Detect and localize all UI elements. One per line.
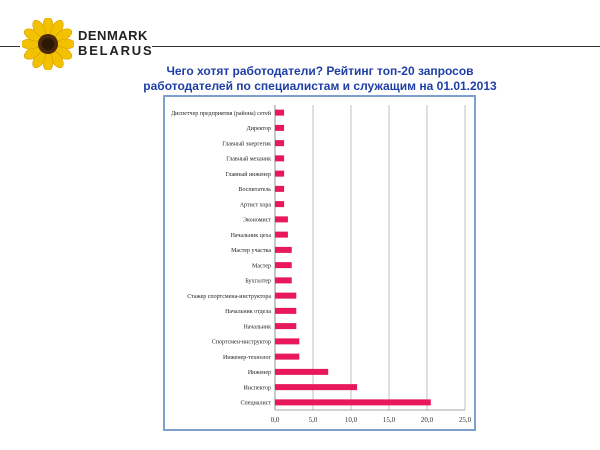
bar: [275, 216, 288, 223]
bar: [275, 307, 297, 314]
brand-belarus: BELARUS: [78, 43, 154, 58]
bar: [275, 262, 292, 269]
sunflower-logo: [22, 18, 74, 70]
category-label: Стажер спортсмена-инструктора: [187, 294, 271, 300]
x-tick-label: 20,0: [421, 416, 434, 424]
category-label: Мастер: [252, 263, 271, 269]
title-line-2: работодателей по специалистам и служащим…: [143, 79, 497, 93]
category-label: Инспектор: [244, 385, 271, 391]
category-label: Директор: [247, 126, 271, 132]
category-label: Мастер участка: [231, 248, 271, 254]
bar: [275, 109, 285, 116]
category-label: Начальник: [243, 324, 271, 330]
bar: [275, 246, 292, 253]
category-label: Инженер: [248, 370, 271, 376]
category-label: Диспетчер предприятия (района) сетей: [171, 110, 272, 117]
bar: [275, 368, 329, 375]
category-label: Бухгалтер: [245, 279, 271, 285]
category-label: Спортсмен-инструктор: [212, 340, 271, 346]
category-label: Специалист: [240, 401, 271, 407]
bar: [275, 124, 285, 131]
category-label: Экономист: [243, 218, 271, 224]
category-label: Главный энергетик: [222, 140, 271, 147]
category-label: Главный механик: [226, 156, 271, 163]
bar: [275, 170, 285, 177]
bar: [275, 277, 292, 284]
category-label: Начальник цеха: [231, 233, 272, 239]
page-title: Чего хотят работодатели? Рейтинг топ-20 …: [120, 64, 520, 94]
x-tick-label: 15,0: [383, 416, 396, 424]
category-label: Главный инженер: [226, 171, 272, 178]
bar: [275, 231, 288, 238]
x-tick-label: 5,0: [309, 416, 318, 424]
brand-block: DENMARK BELARUS: [78, 28, 153, 58]
bar: [275, 338, 300, 345]
bar: [275, 353, 300, 360]
x-tick-label: 10,0: [345, 416, 358, 424]
category-label: Начальник отдела: [225, 309, 271, 315]
x-tick-label: 25,0: [459, 416, 472, 424]
bar: [275, 155, 285, 162]
category-label: Воспитатель: [239, 187, 272, 193]
bar-chart: 0,0 5,0 10,0 15,0 20,0 25,0 Диспетчер предприя…: [171, 105, 472, 424]
bar: [275, 201, 285, 208]
header-rule-left: [0, 46, 20, 47]
bar: [275, 384, 358, 391]
title-line-1: Чего хотят работодатели? Рейтинг топ-20 …: [166, 64, 474, 78]
bar: [275, 140, 285, 147]
chart-frame: 0,0 5,0 10,0 15,0 20,0 25,0 Диспетчер предприя…: [163, 95, 476, 431]
bar: [275, 185, 285, 192]
category-label: Артист хора: [240, 202, 272, 208]
category-label: Инженер-технолог: [223, 355, 271, 361]
x-tick-label: 0,0: [271, 416, 280, 424]
bar: [275, 292, 297, 299]
bar: [275, 399, 431, 406]
bar: [275, 323, 297, 330]
brand-denmark: DENMARK: [78, 28, 148, 43]
header-rule-right: [152, 46, 600, 47]
